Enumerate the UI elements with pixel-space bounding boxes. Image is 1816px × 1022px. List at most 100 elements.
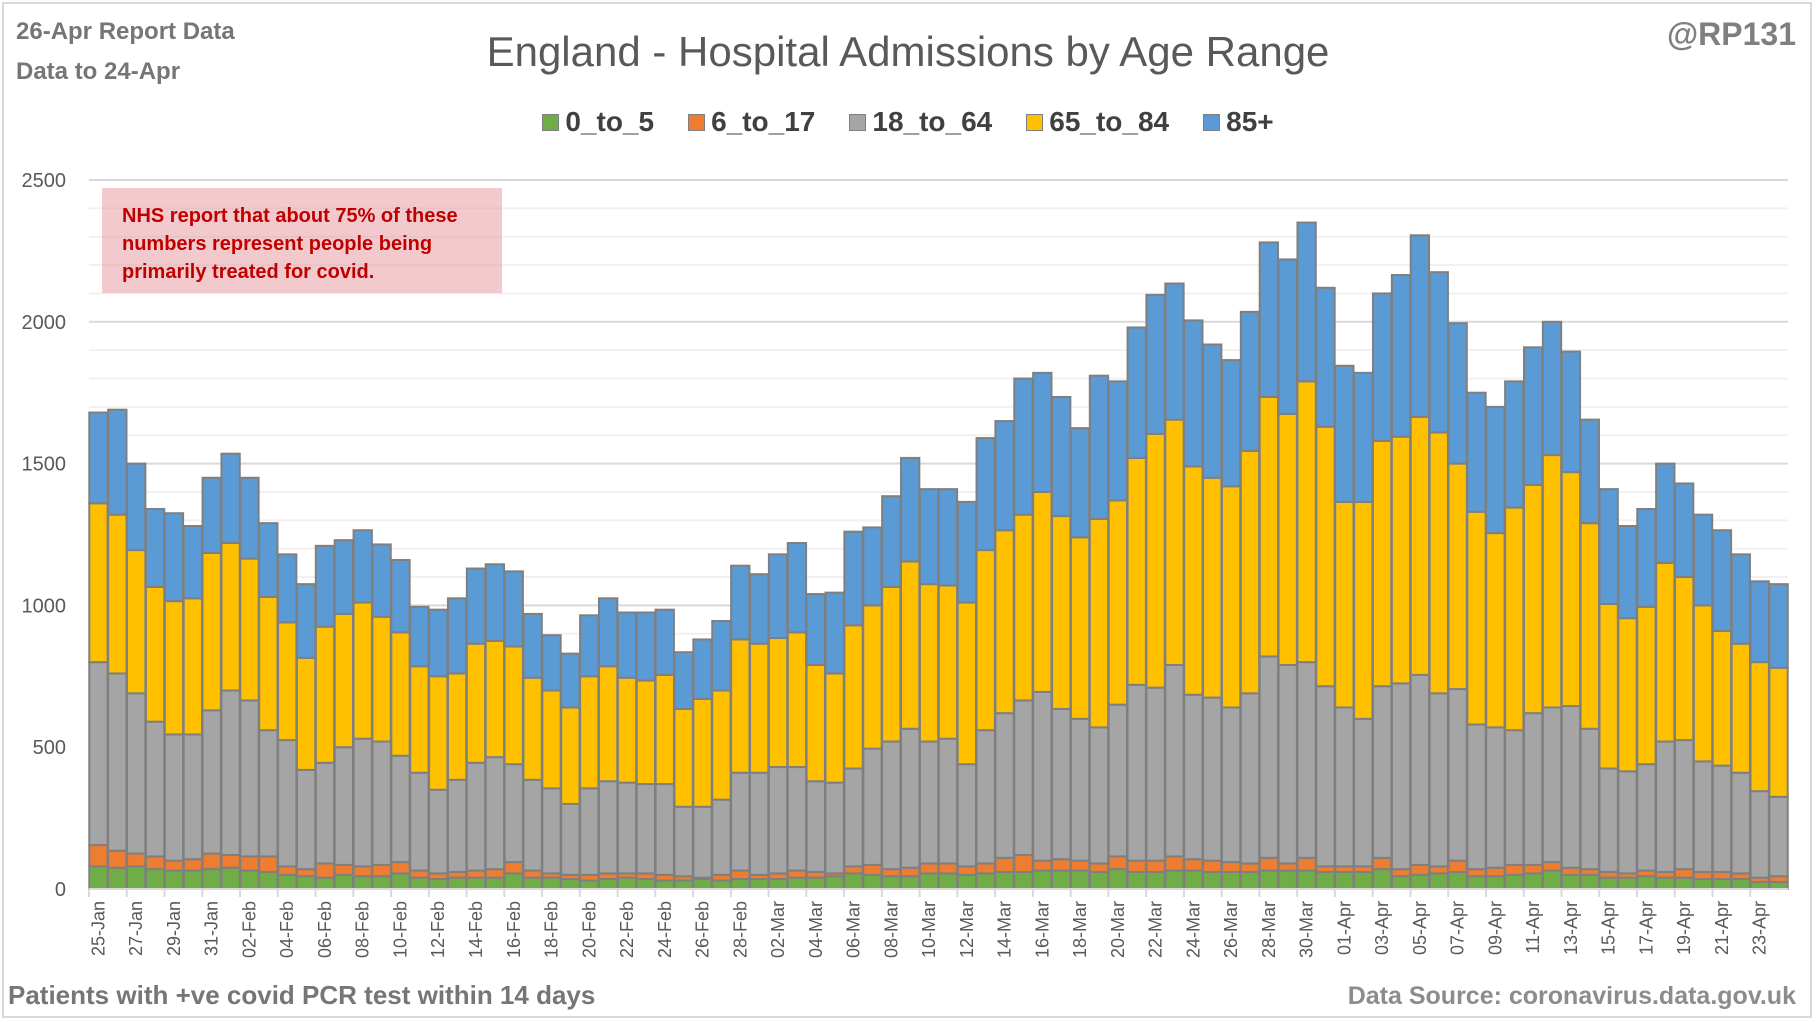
bar-segment-85-plus	[144, 507, 166, 588]
bar-segment-65-to-84	[1390, 435, 1412, 685]
author-handle: @RP131	[1666, 16, 1796, 52]
x-tick-label: 18-Mar	[1070, 901, 1090, 958]
x-tick-label: 18-Feb	[542, 901, 562, 958]
bar-segment-18-to-64	[465, 761, 487, 872]
bar-segment-6-to-17	[258, 855, 279, 873]
bar-segment-65-to-84	[1069, 536, 1091, 720]
y-tick-label: 0	[55, 879, 66, 901]
x-tick-label: 25-Jan	[88, 901, 108, 956]
bar-segment-0-to-5	[560, 878, 581, 890]
bar-segment-0-to-5	[352, 875, 373, 890]
bar-segment-85-plus	[522, 612, 543, 679]
legend-item-6-to-17: 6_to_17	[688, 106, 815, 138]
bar-segment-6-to-17	[1390, 868, 1412, 878]
bar-segment-0-to-5	[144, 868, 166, 891]
bar-segment-0-to-5	[673, 879, 694, 891]
bar-segment-18-to-64	[107, 672, 128, 852]
legend-item-18-to-64: 18_to_64	[849, 106, 992, 138]
bar-segment-0-to-5	[1258, 869, 1280, 890]
bar-segment-85-plus	[1560, 350, 1582, 474]
report-date-label: 26-Apr Report Data	[16, 18, 235, 45]
y-axis-ticks: 0 500 1000 1500 2000 2500	[22, 170, 67, 901]
legend-label: 18_to_64	[872, 106, 993, 137]
bar-segment-18-to-64	[258, 729, 279, 858]
bar-segment-18-to-64	[88, 661, 109, 847]
bar-segment-65-to-84	[1371, 439, 1393, 688]
bar-segment-0-to-5	[1334, 870, 1355, 891]
bar-segment-0-to-5	[220, 866, 241, 890]
bar-segment-6-to-17	[730, 869, 751, 881]
bar-segment-65-to-84	[1013, 513, 1034, 702]
bar-segment-85-plus	[295, 583, 317, 659]
bar-segment-65-to-84	[1674, 576, 1695, 742]
bar-segment-65-to-84	[277, 621, 298, 742]
bar-segment-6-to-17	[201, 852, 222, 871]
y-tick-label: 500	[33, 737, 66, 759]
bar-segment-0-to-5	[1428, 872, 1449, 890]
bar-segment-6-to-17	[1371, 856, 1393, 871]
bar-segment-18-to-64	[541, 787, 562, 875]
bar-segment-18-to-64	[371, 740, 392, 866]
bar-segment-65-to-84	[805, 663, 826, 783]
bar-segment-85-plus	[107, 408, 128, 516]
bar-segment-85-plus	[333, 539, 355, 615]
bar-segment-0-to-5	[730, 878, 751, 890]
bar-segment-65-to-84	[956, 601, 977, 766]
bar-segment-85-plus	[88, 411, 109, 505]
bar-segment-18-to-64	[484, 756, 506, 871]
x-tick-label: 26-Feb	[693, 901, 713, 958]
bars	[88, 221, 1789, 891]
bar-segment-18-to-64	[1088, 726, 1110, 865]
bar-segment-6-to-17	[1051, 858, 1072, 872]
bar-segment-18-to-64	[295, 768, 317, 871]
bar-segment-85-plus	[1428, 271, 1449, 434]
bar-segment-85-plus	[1504, 380, 1525, 509]
bar-segment-18-to-64	[730, 771, 751, 872]
bar-segment-85-plus	[937, 488, 959, 587]
bar-segment-65-to-84	[1730, 642, 1751, 774]
bar-segment-65-to-84	[239, 557, 260, 702]
bar-segment-85-plus	[1617, 524, 1638, 620]
bar-segment-0-to-5	[1749, 880, 1770, 890]
bar-segment-85-plus	[239, 476, 260, 560]
bar-segment-85-plus	[1032, 371, 1053, 493]
bar-segment-85-plus	[1183, 319, 1204, 468]
bar-segment-6-to-17	[314, 862, 336, 879]
x-tick-label: 07-Apr	[1448, 901, 1468, 955]
bar-segment-18-to-64	[597, 780, 619, 875]
note-line: primarily treated for covid.	[122, 261, 375, 283]
bar-segment-18-to-64	[862, 747, 883, 866]
bar-segment-85-plus	[673, 651, 694, 710]
bar-segment-85-plus	[1220, 359, 1242, 488]
bar-segment-18-to-64	[1485, 726, 1506, 869]
bar-segment-18-to-64	[616, 781, 638, 875]
x-tick-label: 23-Apr	[1750, 901, 1770, 955]
bar-segment-0-to-5	[277, 873, 298, 891]
bar-segment-65-to-84	[1220, 485, 1242, 709]
bar-segment-0-to-5	[862, 873, 883, 891]
bar-segment-0-to-5	[654, 879, 675, 891]
bar-segment-6-to-17	[1485, 866, 1506, 878]
bar-segment-85-plus	[258, 522, 279, 598]
bar-segment-6-to-17	[1202, 859, 1223, 873]
bar-segment-85-plus	[1202, 343, 1223, 479]
bar-segment-85-plus	[786, 542, 808, 634]
bar-segment-85-plus	[1447, 322, 1468, 465]
bar-segment-18-to-64	[843, 767, 864, 868]
bar-segment-65-to-84	[616, 676, 638, 784]
bar-segment-0-to-5	[1371, 868, 1393, 891]
bar-segment-0-to-5	[956, 873, 977, 891]
bar-segment-85-plus	[560, 652, 581, 709]
bar-segment-85-plus	[1749, 580, 1770, 664]
bar-segment-85-plus	[654, 608, 675, 676]
bar-segment-0-to-5	[1730, 878, 1751, 890]
annotation-note: NHS report that about 75% of these numbe…	[102, 188, 502, 293]
bar-segment-85-plus	[446, 597, 468, 675]
bar-segment-18-to-64	[824, 781, 845, 875]
bar-segment-65-to-84	[730, 638, 751, 774]
x-tick-label: 16-Feb	[504, 901, 524, 958]
x-tick-label: 29-Jan	[164, 901, 184, 956]
bar-segment-0-to-5	[1711, 878, 1733, 890]
bar-segment-0-to-5	[1353, 870, 1374, 891]
bar-segment-85-plus	[428, 608, 449, 678]
